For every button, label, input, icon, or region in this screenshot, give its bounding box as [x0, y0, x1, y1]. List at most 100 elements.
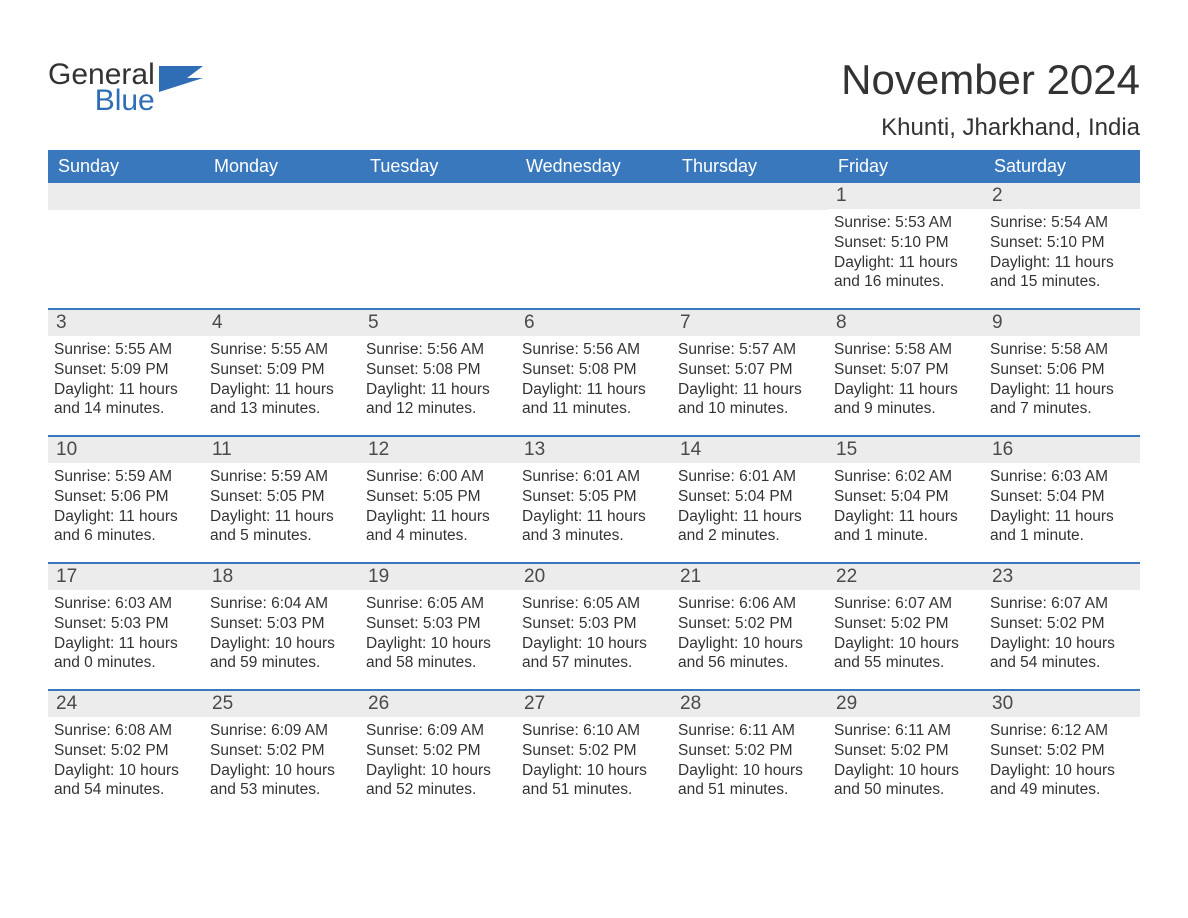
daylight-line: Daylight: 10 hours and 49 minutes.: [990, 761, 1134, 801]
empty-daynum-bar: [204, 183, 360, 210]
daylight-line: Daylight: 10 hours and 54 minutes.: [990, 634, 1134, 674]
sunrise-line: Sunrise: 5:56 AM: [366, 340, 510, 360]
daylight-line: Daylight: 11 hours and 15 minutes.: [990, 253, 1134, 293]
sunrise-line: Sunrise: 5:56 AM: [522, 340, 666, 360]
day-cell: 4Sunrise: 5:55 AMSunset: 5:09 PMDaylight…: [204, 310, 360, 435]
day-cell: 15Sunrise: 6:02 AMSunset: 5:04 PMDayligh…: [828, 437, 984, 562]
day-header: Tuesday: [360, 150, 516, 183]
day-body: Sunrise: 5:58 AMSunset: 5:07 PMDaylight:…: [828, 336, 984, 425]
flag-icon: [159, 66, 203, 97]
day-cell: [204, 183, 360, 308]
sunrise-line: Sunrise: 5:55 AM: [210, 340, 354, 360]
daylight-line: Daylight: 11 hours and 6 minutes.: [54, 507, 198, 547]
day-cell: 22Sunrise: 6:07 AMSunset: 5:02 PMDayligh…: [828, 564, 984, 689]
sunset-line: Sunset: 5:02 PM: [210, 741, 354, 761]
sunset-line: Sunset: 5:02 PM: [678, 614, 822, 634]
sunset-line: Sunset: 5:03 PM: [210, 614, 354, 634]
day-body: Sunrise: 6:09 AMSunset: 5:02 PMDaylight:…: [360, 717, 516, 806]
day-cell: 10Sunrise: 5:59 AMSunset: 5:06 PMDayligh…: [48, 437, 204, 562]
day-cell: 23Sunrise: 6:07 AMSunset: 5:02 PMDayligh…: [984, 564, 1140, 689]
sunset-line: Sunset: 5:02 PM: [678, 741, 822, 761]
sunset-line: Sunset: 5:02 PM: [366, 741, 510, 761]
sunset-line: Sunset: 5:08 PM: [366, 360, 510, 380]
day-number: 9: [984, 310, 1140, 336]
sunrise-line: Sunrise: 6:08 AM: [54, 721, 198, 741]
sunrise-line: Sunrise: 6:11 AM: [678, 721, 822, 741]
day-number: 11: [204, 437, 360, 463]
day-body: Sunrise: 6:01 AMSunset: 5:04 PMDaylight:…: [672, 463, 828, 552]
day-number: 1: [828, 183, 984, 209]
daylight-line: Daylight: 11 hours and 16 minutes.: [834, 253, 978, 293]
day-number: 10: [48, 437, 204, 463]
day-body: Sunrise: 5:55 AMSunset: 5:09 PMDaylight:…: [48, 336, 204, 425]
sunrise-line: Sunrise: 5:59 AM: [54, 467, 198, 487]
sunset-line: Sunset: 5:05 PM: [210, 487, 354, 507]
sunset-line: Sunset: 5:02 PM: [834, 741, 978, 761]
daylight-line: Daylight: 11 hours and 9 minutes.: [834, 380, 978, 420]
day-header: Sunday: [48, 150, 204, 183]
sunset-line: Sunset: 5:07 PM: [678, 360, 822, 380]
daylight-line: Daylight: 10 hours and 50 minutes.: [834, 761, 978, 801]
day-body: Sunrise: 6:11 AMSunset: 5:02 PMDaylight:…: [672, 717, 828, 806]
day-cell: [516, 183, 672, 308]
day-cell: 25Sunrise: 6:09 AMSunset: 5:02 PMDayligh…: [204, 691, 360, 816]
day-cell: 27Sunrise: 6:10 AMSunset: 5:02 PMDayligh…: [516, 691, 672, 816]
sunrise-line: Sunrise: 6:02 AM: [834, 467, 978, 487]
day-number: 8: [828, 310, 984, 336]
day-number: 30: [984, 691, 1140, 717]
daylight-line: Daylight: 11 hours and 1 minute.: [990, 507, 1134, 547]
day-cell: 5Sunrise: 5:56 AMSunset: 5:08 PMDaylight…: [360, 310, 516, 435]
sunset-line: Sunset: 5:02 PM: [834, 614, 978, 634]
day-cell: 16Sunrise: 6:03 AMSunset: 5:04 PMDayligh…: [984, 437, 1140, 562]
day-number: 14: [672, 437, 828, 463]
daylight-line: Daylight: 10 hours and 55 minutes.: [834, 634, 978, 674]
day-body: Sunrise: 6:02 AMSunset: 5:04 PMDaylight:…: [828, 463, 984, 552]
daylight-line: Daylight: 11 hours and 1 minute.: [834, 507, 978, 547]
day-cell: 8Sunrise: 5:58 AMSunset: 5:07 PMDaylight…: [828, 310, 984, 435]
day-body: Sunrise: 6:11 AMSunset: 5:02 PMDaylight:…: [828, 717, 984, 806]
day-cell: 29Sunrise: 6:11 AMSunset: 5:02 PMDayligh…: [828, 691, 984, 816]
sunrise-line: Sunrise: 6:04 AM: [210, 594, 354, 614]
day-number: 2: [984, 183, 1140, 209]
day-cell: 12Sunrise: 6:00 AMSunset: 5:05 PMDayligh…: [360, 437, 516, 562]
sunset-line: Sunset: 5:07 PM: [834, 360, 978, 380]
sunrise-line: Sunrise: 6:06 AM: [678, 594, 822, 614]
day-number: 20: [516, 564, 672, 590]
day-header-row: SundayMondayTuesdayWednesdayThursdayFrid…: [48, 150, 1140, 183]
sunrise-line: Sunrise: 6:09 AM: [210, 721, 354, 741]
day-body: Sunrise: 6:07 AMSunset: 5:02 PMDaylight:…: [984, 590, 1140, 679]
day-cell: 3Sunrise: 5:55 AMSunset: 5:09 PMDaylight…: [48, 310, 204, 435]
day-cell: [672, 183, 828, 308]
day-cell: 20Sunrise: 6:05 AMSunset: 5:03 PMDayligh…: [516, 564, 672, 689]
sunrise-line: Sunrise: 5:57 AM: [678, 340, 822, 360]
day-header: Wednesday: [516, 150, 672, 183]
sunset-line: Sunset: 5:05 PM: [366, 487, 510, 507]
sunset-line: Sunset: 5:03 PM: [366, 614, 510, 634]
weeks-container: 1Sunrise: 5:53 AMSunset: 5:10 PMDaylight…: [48, 183, 1140, 816]
day-cell: [48, 183, 204, 308]
day-header: Thursday: [672, 150, 828, 183]
sunrise-line: Sunrise: 6:10 AM: [522, 721, 666, 741]
empty-daynum-bar: [360, 183, 516, 210]
sunset-line: Sunset: 5:03 PM: [522, 614, 666, 634]
month-title: November 2024: [841, 56, 1140, 104]
day-cell: 2Sunrise: 5:54 AMSunset: 5:10 PMDaylight…: [984, 183, 1140, 308]
day-number: 26: [360, 691, 516, 717]
day-number: 13: [516, 437, 672, 463]
day-number: 3: [48, 310, 204, 336]
day-body: Sunrise: 5:56 AMSunset: 5:08 PMDaylight:…: [360, 336, 516, 425]
daylight-line: Daylight: 11 hours and 14 minutes.: [54, 380, 198, 420]
sunrise-line: Sunrise: 6:03 AM: [990, 467, 1134, 487]
day-number: 25: [204, 691, 360, 717]
daylight-line: Daylight: 11 hours and 11 minutes.: [522, 380, 666, 420]
daylight-line: Daylight: 10 hours and 59 minutes.: [210, 634, 354, 674]
sunset-line: Sunset: 5:02 PM: [522, 741, 666, 761]
daylight-line: Daylight: 11 hours and 5 minutes.: [210, 507, 354, 547]
day-cell: 6Sunrise: 5:56 AMSunset: 5:08 PMDaylight…: [516, 310, 672, 435]
day-body: Sunrise: 6:04 AMSunset: 5:03 PMDaylight:…: [204, 590, 360, 679]
sunrise-line: Sunrise: 6:05 AM: [366, 594, 510, 614]
sunset-line: Sunset: 5:04 PM: [678, 487, 822, 507]
day-cell: 14Sunrise: 6:01 AMSunset: 5:04 PMDayligh…: [672, 437, 828, 562]
sunrise-line: Sunrise: 6:05 AM: [522, 594, 666, 614]
daylight-line: Daylight: 10 hours and 51 minutes.: [678, 761, 822, 801]
